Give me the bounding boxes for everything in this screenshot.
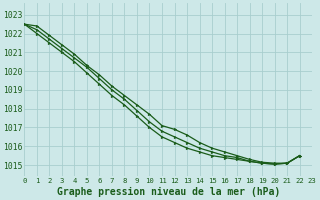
X-axis label: Graphe pression niveau de la mer (hPa): Graphe pression niveau de la mer (hPa) (57, 186, 280, 197)
